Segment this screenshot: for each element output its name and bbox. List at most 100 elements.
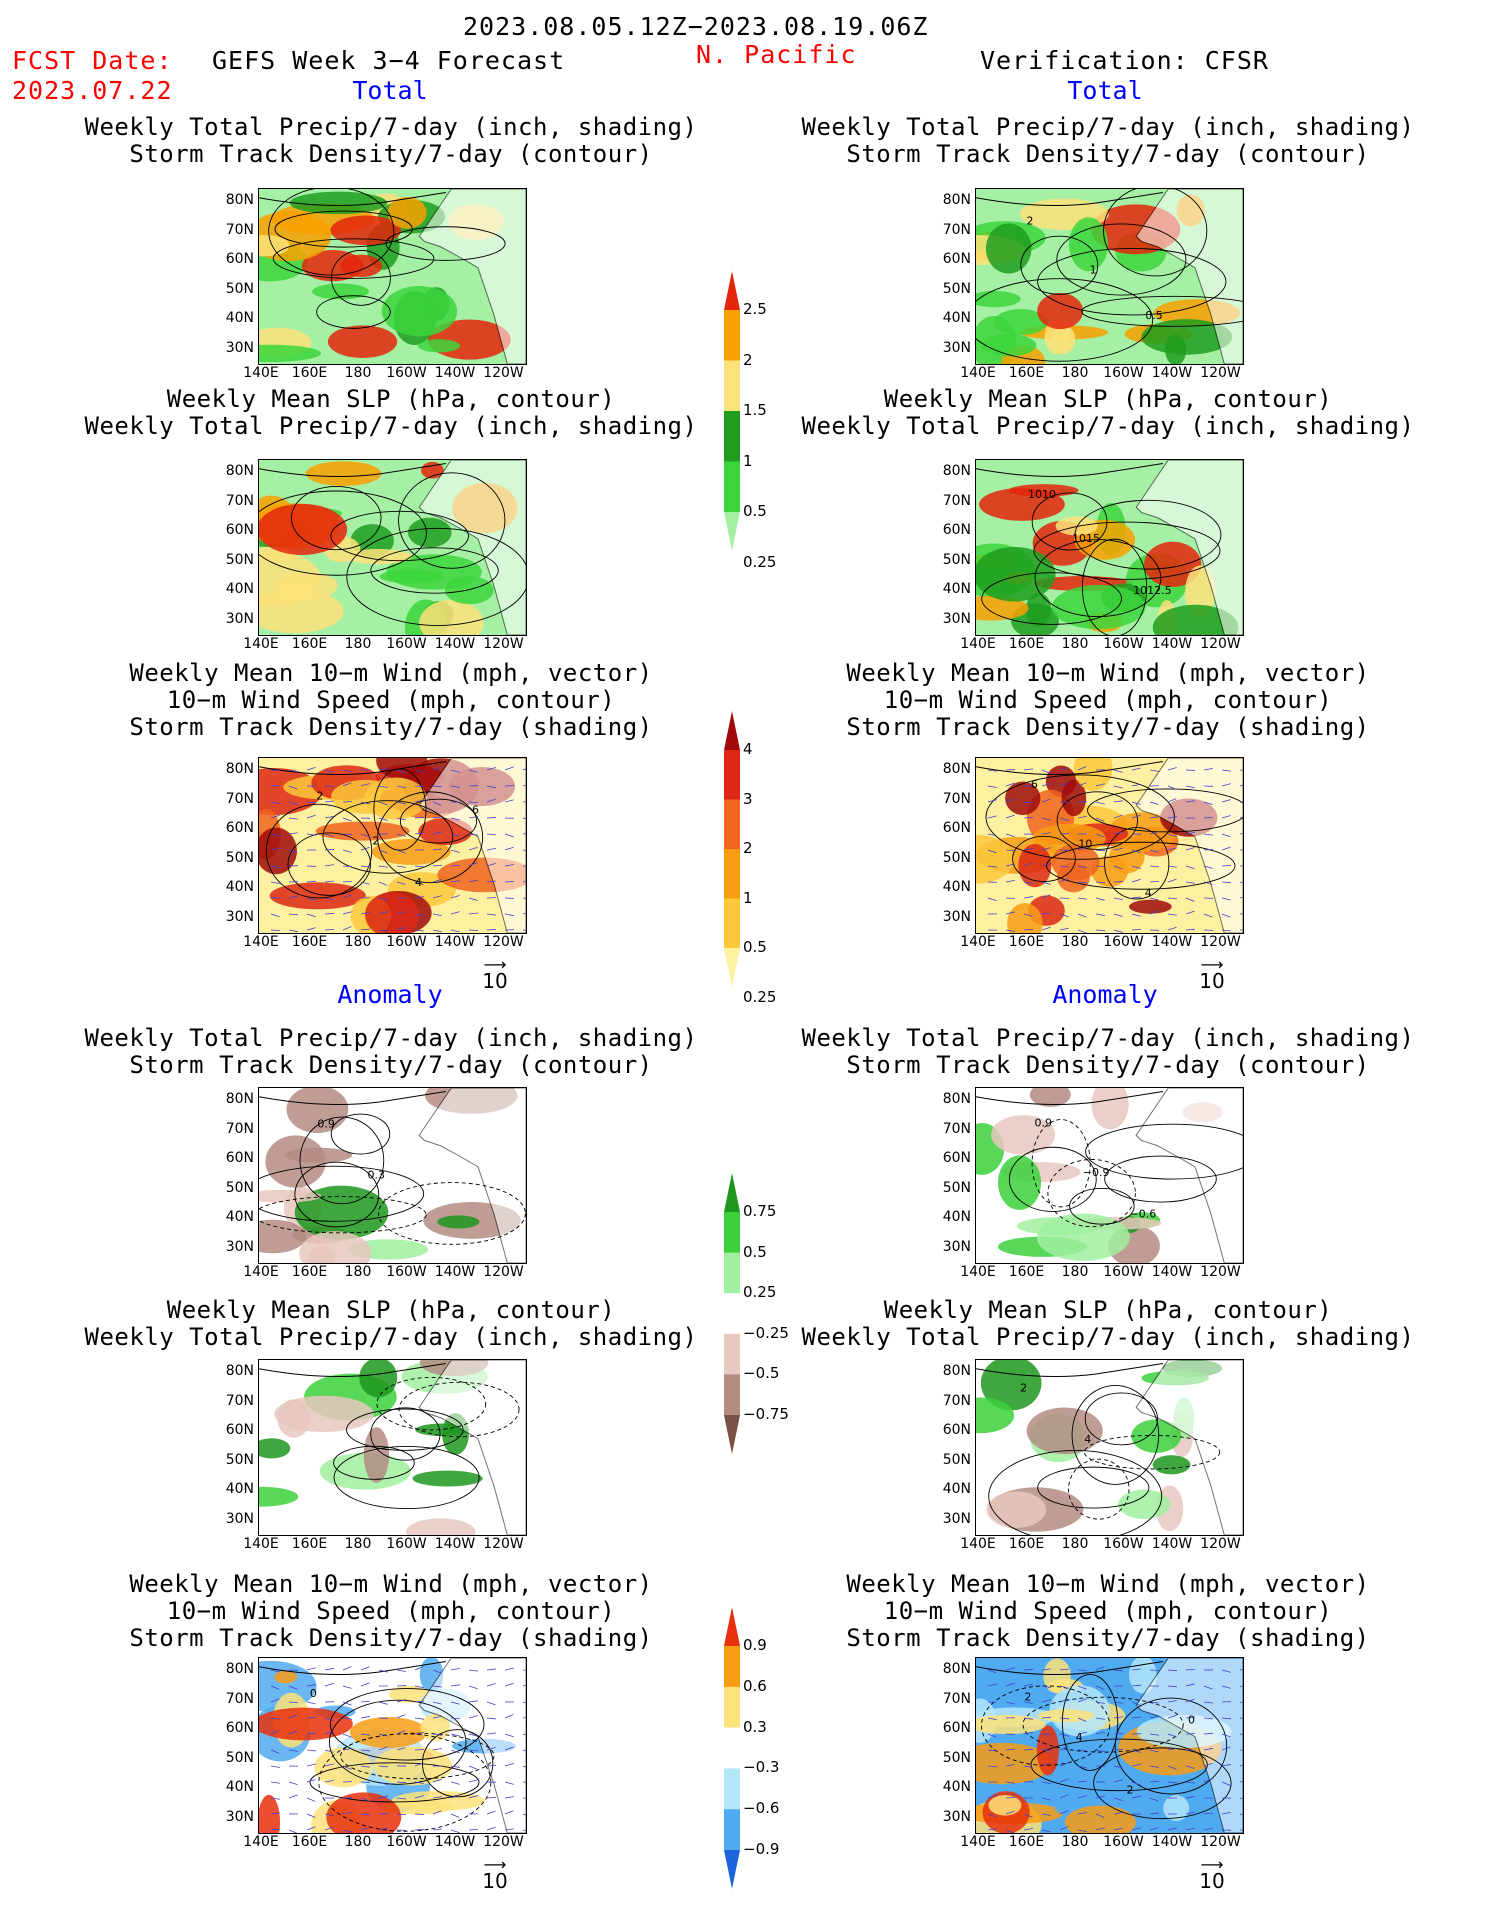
wind-vector (1149, 1827, 1159, 1831)
wind-vector (342, 1717, 352, 1720)
fcst-date-label: FCST Date: (12, 46, 173, 75)
wind-vector (1041, 894, 1051, 899)
lat-tick-label: 40N (942, 1209, 971, 1225)
colorbar-segment (724, 1333, 740, 1375)
contour-line (299, 1116, 385, 1205)
lon-tick-label: 120W (1200, 636, 1241, 652)
panel-title-line-2: 10−m Wind Speed (mph, contour) (883, 1597, 1333, 1625)
panel-title-line-1: Weekly Total Precip/7-day (inch, shading… (84, 1024, 698, 1052)
panel-title-line-2: Storm Track Density/7-day (contour) (129, 140, 653, 168)
wind-vector (1167, 1714, 1177, 1719)
colorbar-segment (724, 461, 740, 513)
lon-tick-label: 140E (243, 365, 279, 381)
wind-vector (378, 1795, 388, 1799)
wind-vector (1239, 833, 1243, 835)
colorbar-tick-label: −0.75 (743, 1405, 789, 1423)
wind-vector (270, 847, 280, 851)
vector-reference-arrow-icon: ⟶ (483, 955, 507, 974)
wind-vector (504, 1682, 514, 1687)
wind-vector (324, 1749, 334, 1753)
wind-vector (468, 801, 479, 803)
wind-vector (1239, 881, 1243, 884)
wind-vector (468, 816, 478, 819)
lat-tick-label: 30N (225, 1238, 254, 1255)
wind-vector (1185, 910, 1195, 915)
colorbar-tick-label: 1 (743, 451, 753, 470)
wind-vector (324, 1730, 334, 1735)
wind-vector (1167, 1747, 1177, 1751)
wind-vector (1113, 769, 1123, 773)
wind-vector (1203, 1778, 1213, 1783)
wind-vector (1077, 1698, 1087, 1703)
contour-line (272, 238, 435, 279)
colorbar-segment (724, 1768, 740, 1810)
map-canvas: 6 10 4 (976, 758, 1243, 933)
shading-region (419, 599, 484, 635)
wind-vector (1077, 766, 1087, 771)
wind-vector (987, 769, 997, 772)
panel-title-line-2: Weekly Total Precip/7-day (inch, shading… (801, 1323, 1415, 1351)
wind-vector (486, 862, 496, 867)
wind-vector (324, 864, 334, 867)
wind-vector (987, 865, 997, 868)
wind-vector (1113, 800, 1123, 803)
wind-vector (306, 1813, 316, 1818)
panel-title-line-3: Storm Track Density/7-day (shading) (846, 1624, 1370, 1652)
wind-vector (468, 1795, 478, 1799)
contour-line (1046, 841, 1236, 890)
section-total-verification: Total (1067, 76, 1143, 105)
panel-title-verification-2: Weekly Mean SLP (hPa, contour) Weekly Tot… (788, 386, 1428, 440)
lat-tick-label: 50N (225, 280, 254, 297)
colorbar-top-triangle (724, 1607, 740, 1646)
lon-tick-label: 120W (483, 636, 524, 652)
wind-vector (1131, 878, 1141, 883)
map-forecast-6: 0 (258, 1657, 527, 1834)
wind-vector (396, 865, 406, 868)
contour-line (1093, 1747, 1232, 1820)
wind-vector (450, 911, 460, 915)
wind-vector (1113, 831, 1123, 835)
map-canvas (259, 189, 526, 364)
lat-tick-label: 70N (942, 492, 971, 509)
lat-tick-label: 50N (225, 551, 254, 568)
lat-tick-label: 80N (942, 761, 971, 777)
lat-tick-label: 70N (225, 1120, 254, 1137)
wind-vector (1041, 847, 1051, 851)
wind-vector (396, 769, 406, 774)
wind-vector (1005, 1829, 1015, 1833)
wind-vector (1113, 1732, 1124, 1735)
lon-tick-label: 140W (1151, 1264, 1193, 1280)
shading-region (1152, 1455, 1191, 1475)
wind-vector (1167, 1781, 1177, 1784)
wind-vector (468, 929, 479, 931)
colorbar-top-triangle (724, 1173, 740, 1212)
wind-vector (504, 833, 514, 838)
wind-vector (1059, 1668, 1069, 1671)
wind-vector (270, 1698, 280, 1703)
wind-vector (522, 1701, 526, 1704)
shading-region (976, 1397, 1015, 1434)
wind-vector (450, 785, 460, 788)
shading-region (259, 551, 321, 607)
shading-region (387, 196, 427, 229)
colorbar-tick-label: 0.25 (743, 1283, 777, 1302)
wind-vector (324, 880, 334, 883)
lat-tick-label: 40N (942, 879, 971, 895)
wind-vector (1095, 1717, 1105, 1720)
wind-vector (1203, 1827, 1213, 1831)
colorbar-tick-label: 2 (743, 350, 753, 369)
wind-vector (468, 897, 478, 901)
lat-tick-label: 70N (942, 221, 971, 238)
wind-vector (1113, 847, 1123, 851)
colorbar-segment (724, 1212, 740, 1254)
wind-vector (450, 929, 460, 933)
wind-vector (324, 816, 334, 819)
wind-vector (1059, 1698, 1069, 1703)
lon-tick-label: 160E (1008, 1834, 1045, 1850)
wind-vector (1059, 1685, 1069, 1689)
wind-vector (1005, 814, 1015, 819)
wind-vector (1113, 1827, 1123, 1831)
wind-vector (504, 1763, 514, 1767)
wind-vector (1149, 1812, 1159, 1815)
wind-vector (432, 1669, 442, 1674)
